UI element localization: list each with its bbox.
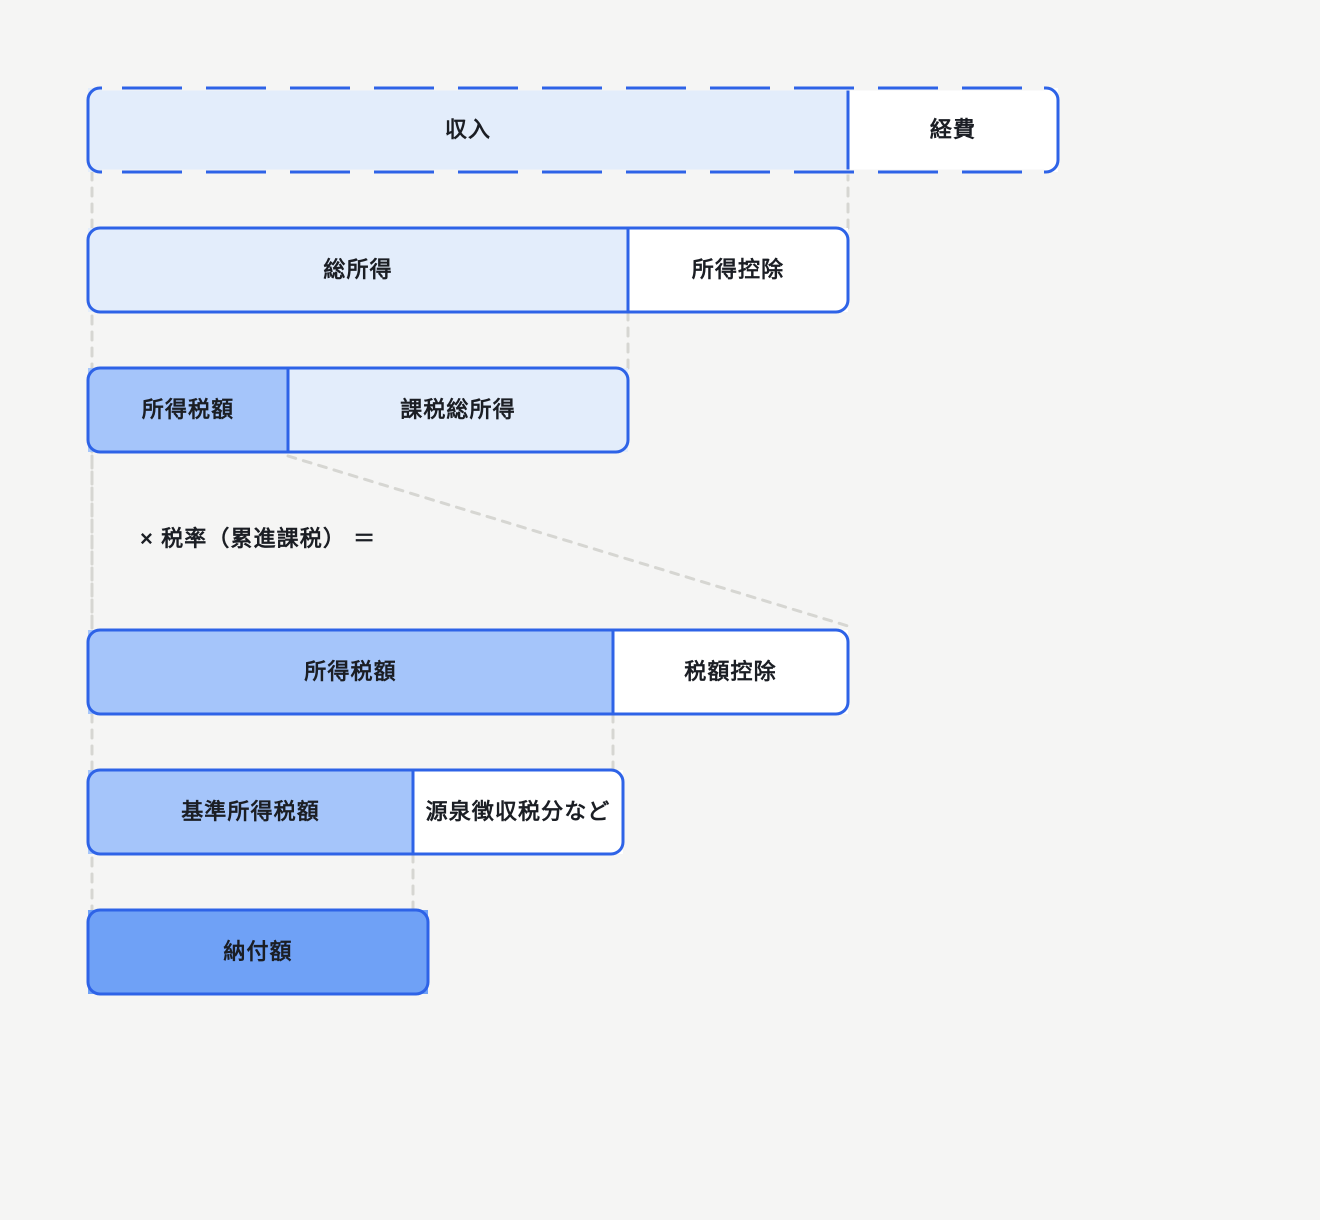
- segment-label-expenses: 経費: [930, 117, 976, 142]
- segment-label-gross-income: 総所得: [323, 257, 392, 282]
- segment-label-tax-credit: 税額控除: [684, 659, 776, 684]
- row-row4: 所得税額 税額控除: [88, 630, 848, 714]
- row-row6: 納付額: [88, 910, 428, 994]
- diagram-background: [0, 0, 1320, 1220]
- segment-label-tax-amount-large: 所得税額: [304, 659, 396, 684]
- segment-label-income: 収入: [445, 117, 491, 142]
- segment-label-income-deduction: 所得控除: [692, 257, 784, 282]
- segment-label-payment: 納付額: [223, 939, 292, 964]
- formula-text: × 税率（累進課税） ＝: [140, 526, 376, 551]
- segment-label-base-tax: 基準所得税額: [181, 799, 320, 824]
- tax-flow-diagram: 収入経費総所得所得控除所得税額課税総所得所得税額税額控除基準所得税額源泉徴収税分…: [0, 0, 1320, 1220]
- row-row2: 総所得 所得控除: [88, 228, 848, 312]
- row-row3: 所得税額 課税総所得: [88, 368, 628, 452]
- segment-label-tax-amount-small: 所得税額: [142, 397, 234, 422]
- row-row1: 収入 経費: [88, 88, 1058, 172]
- segment-label-withholding: 源泉徴収税分など: [426, 799, 611, 824]
- segment-label-taxable-income: 課税総所得: [400, 397, 516, 422]
- row-row5: 基準所得税額 源泉徴収税分など: [88, 770, 623, 854]
